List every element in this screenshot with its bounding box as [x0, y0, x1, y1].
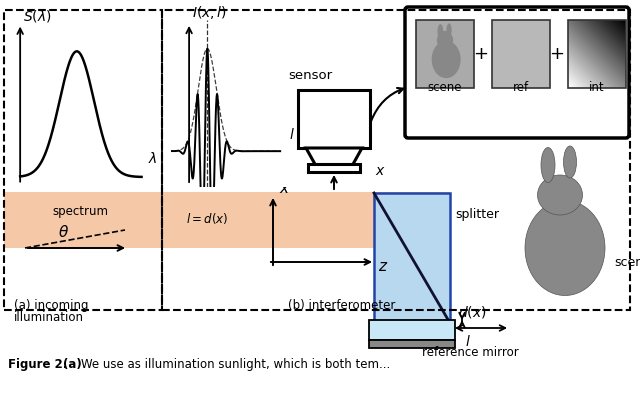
Ellipse shape [447, 23, 452, 37]
Text: +: + [474, 45, 488, 63]
Text: (b) interferometer: (b) interferometer [288, 299, 396, 312]
Bar [374, 248, 450, 320]
Text: $S(\lambda)$: $S(\lambda)$ [23, 8, 52, 23]
Text: scene: scene [614, 256, 640, 269]
Text: spectrum: spectrum [53, 205, 109, 218]
Text: illumination: illumination [14, 311, 84, 324]
Text: +: + [550, 45, 564, 63]
Ellipse shape [437, 31, 453, 50]
Text: ref: ref [513, 81, 529, 94]
Bar [298, 90, 370, 148]
Ellipse shape [438, 24, 444, 39]
Text: $\lambda$: $\lambda$ [148, 151, 157, 166]
Polygon shape [306, 148, 362, 166]
Text: Figure 2.: Figure 2. [8, 358, 72, 371]
Text: (a) incoming: (a) incoming [14, 299, 88, 312]
Bar [4, 192, 450, 248]
Bar [492, 20, 550, 88]
Text: $l = d(x)$: $l = d(x)$ [186, 211, 228, 226]
Text: $x$: $x$ [279, 181, 291, 196]
FancyBboxPatch shape [405, 7, 629, 138]
Text: $x$: $x$ [375, 164, 386, 178]
Bar [308, 164, 360, 172]
Ellipse shape [563, 146, 577, 178]
Text: $z$: $z$ [378, 259, 388, 274]
Text: We use as illumination sunlight, which is both tem...: We use as illumination sunlight, which i… [81, 358, 390, 371]
Bar [162, 10, 630, 310]
Text: $l$: $l$ [289, 127, 295, 142]
Text: $\theta$: $\theta$ [58, 224, 69, 240]
Text: $d(x)$: $d(x)$ [458, 304, 486, 320]
Ellipse shape [525, 201, 605, 295]
Ellipse shape [431, 41, 461, 78]
Bar [369, 340, 455, 348]
Text: splitter: splitter [455, 208, 499, 221]
Bar [416, 20, 474, 88]
Bar [369, 320, 455, 340]
Text: $l$: $l$ [465, 334, 471, 349]
Text: int: int [589, 81, 605, 94]
Ellipse shape [541, 148, 555, 183]
Text: (a): (a) [63, 358, 82, 371]
Text: $I(x,l)$: $I(x,l)$ [192, 4, 227, 21]
Ellipse shape [538, 175, 582, 215]
Text: scene: scene [428, 81, 462, 94]
Text: reference mirror: reference mirror [422, 345, 519, 359]
Bar [4, 10, 162, 310]
Bar [568, 20, 626, 88]
Text: sensor: sensor [288, 69, 332, 82]
Bar [374, 193, 450, 323]
